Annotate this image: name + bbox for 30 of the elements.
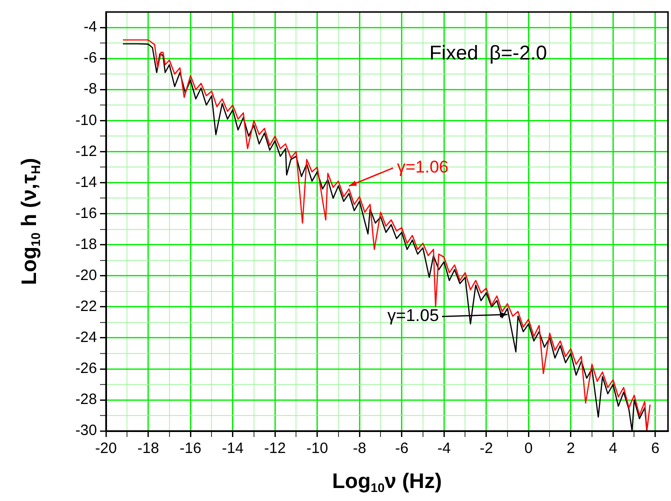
x-tick-label: -20 (95, 440, 117, 458)
y-tick-label: -28 (75, 391, 97, 408)
x-tick-label: 6 (651, 440, 660, 458)
x-tick-label: -4 (437, 440, 451, 458)
y-tick-label: -12 (75, 142, 97, 160)
y-tick-label: -22 (75, 298, 97, 315)
y-tick-label: -26 (75, 360, 97, 378)
x-tick-label: -8 (352, 440, 366, 458)
y-tick-label: -14 (75, 174, 97, 191)
y-tick-label: -30 (75, 422, 97, 440)
x-tick-label: 0 (524, 440, 533, 458)
x-tick-label: -12 (264, 440, 286, 458)
y-axis-title: Log10 h (ν,τH) (18, 158, 43, 285)
x-tick-label: 4 (608, 440, 618, 458)
y-tick-label: -10 (75, 112, 97, 129)
legend-label: γ=1.06 (396, 158, 448, 177)
x-tick-label: -10 (306, 440, 328, 458)
y-tick-label: -16 (75, 204, 97, 222)
x-tick-label: -6 (395, 440, 408, 458)
x-tick-label: -14 (222, 440, 244, 458)
y-tick-label: -6 (84, 50, 97, 67)
y-tick-label: -8 (84, 80, 97, 98)
y-tick-label: -18 (75, 236, 97, 253)
y-tick-label: -20 (75, 266, 97, 284)
x-tick-label: -18 (137, 440, 160, 458)
x-tick-label: -2 (480, 440, 493, 458)
y-tick-label: -4 (84, 18, 97, 36)
y-tick-label: -24 (75, 329, 97, 346)
x-tick-label: 2 (566, 440, 575, 458)
x-tick-label: -16 (180, 440, 202, 458)
